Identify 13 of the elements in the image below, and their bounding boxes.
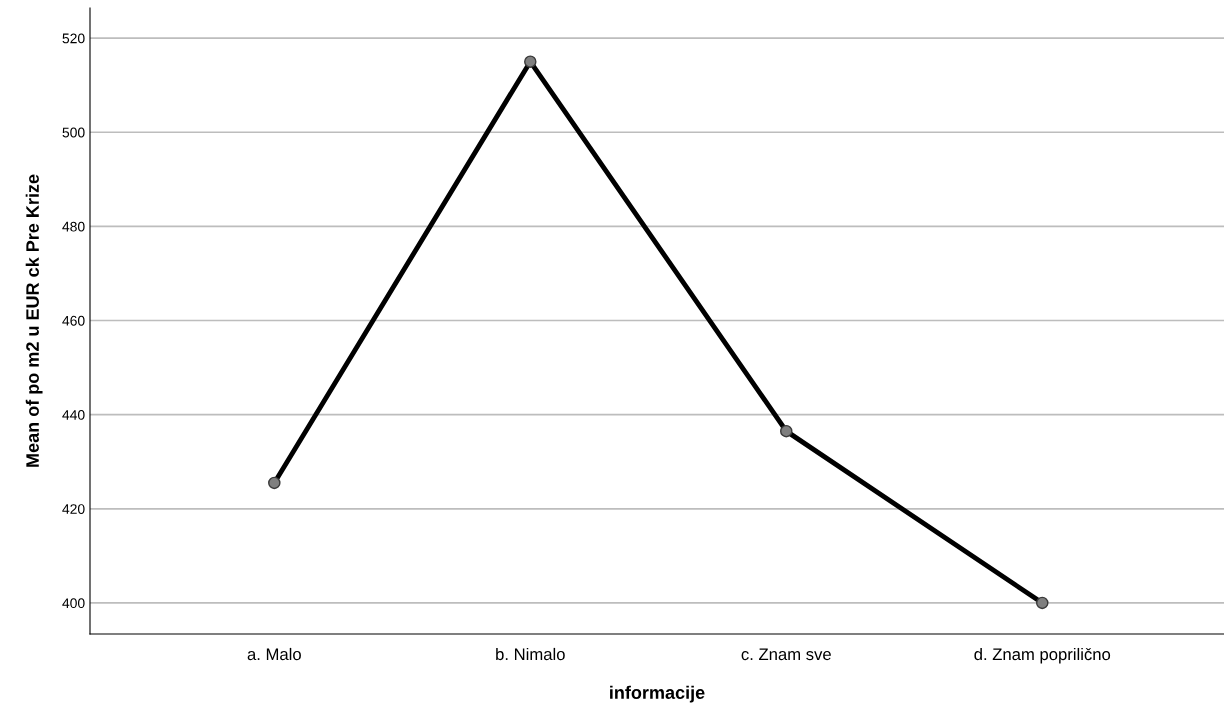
x-tick-label: a. Malo bbox=[247, 647, 301, 661]
x-tick-label: c. Znam sve bbox=[741, 648, 831, 661]
x-axis-title: informacije bbox=[610, 685, 705, 703]
y-tick-label: 520 bbox=[62, 33, 85, 44]
y-tick-label: 460 bbox=[62, 315, 85, 326]
y-tick-label: 400 bbox=[62, 598, 85, 609]
y-axis-title: Mean of po m2 u EUR ck Pre Krize bbox=[25, 174, 43, 467]
y-tick-label: 480 bbox=[62, 221, 85, 232]
x-tick-label: b. Nimalo bbox=[496, 647, 565, 661]
y-tick-label: 500 bbox=[62, 127, 85, 138]
x-tick-label: d. Znam poprilično bbox=[974, 647, 1111, 664]
y-tick-label: 440 bbox=[62, 410, 85, 420]
y-tick-label: 420 bbox=[62, 504, 85, 514]
